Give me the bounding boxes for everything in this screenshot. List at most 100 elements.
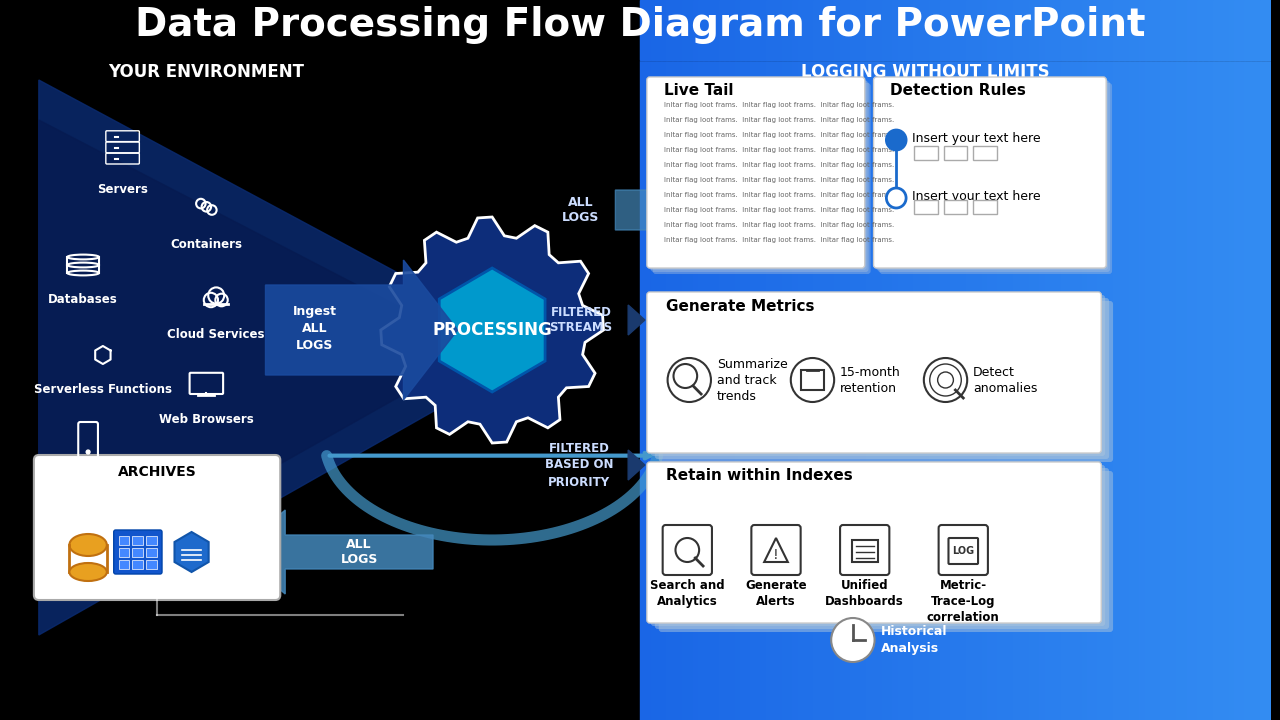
Bar bbox=[850, 0, 856, 60]
Bar bbox=[692, 0, 699, 720]
Bar bbox=[132, 548, 143, 557]
Bar bbox=[882, 0, 888, 720]
Bar bbox=[119, 536, 129, 545]
Bar bbox=[1254, 0, 1261, 720]
Bar bbox=[1071, 0, 1078, 60]
Text: lnltar flag loot frams.  lnltar flag loot frams.  lnltar flag loot frams.: lnltar flag loot frams. lnltar flag loot… bbox=[663, 117, 893, 123]
Bar bbox=[829, 0, 836, 60]
Bar bbox=[867, 0, 872, 60]
Bar bbox=[146, 548, 157, 557]
Bar bbox=[908, 0, 914, 60]
Bar bbox=[1176, 0, 1183, 720]
Text: Generate
Alerts: Generate Alerts bbox=[745, 579, 806, 608]
Bar bbox=[1234, 0, 1240, 60]
Bar bbox=[1129, 0, 1135, 60]
Bar bbox=[982, 0, 988, 720]
Ellipse shape bbox=[69, 534, 106, 556]
Bar bbox=[945, 0, 951, 720]
Bar bbox=[782, 0, 788, 720]
Bar bbox=[850, 0, 856, 720]
Bar bbox=[1019, 0, 1025, 60]
Bar bbox=[767, 0, 772, 60]
Text: ALL
LOGS: ALL LOGS bbox=[562, 196, 599, 224]
Bar bbox=[1192, 0, 1198, 60]
Text: Serverless Functions: Serverless Functions bbox=[33, 383, 172, 396]
Bar bbox=[698, 0, 704, 720]
Bar bbox=[908, 0, 914, 720]
Bar bbox=[9, 0, 1271, 60]
Bar bbox=[860, 0, 867, 720]
Text: Detect
anomalies: Detect anomalies bbox=[973, 366, 1038, 395]
FancyBboxPatch shape bbox=[878, 81, 1110, 272]
Bar bbox=[1213, 0, 1219, 720]
Bar bbox=[982, 0, 988, 60]
Circle shape bbox=[886, 130, 906, 150]
Bar bbox=[1029, 0, 1036, 60]
Bar bbox=[755, 0, 762, 720]
Bar bbox=[745, 0, 751, 60]
Text: Retain within Indexes: Retain within Indexes bbox=[666, 469, 852, 484]
Bar bbox=[687, 0, 694, 720]
Bar bbox=[972, 0, 978, 720]
Bar bbox=[677, 0, 684, 60]
Bar bbox=[672, 0, 678, 720]
Bar bbox=[655, 0, 662, 720]
Bar bbox=[640, 0, 646, 720]
Bar bbox=[914, 200, 938, 214]
Bar bbox=[1244, 0, 1251, 60]
Bar bbox=[119, 548, 129, 557]
Bar bbox=[1119, 0, 1125, 60]
Text: Insert your text here: Insert your text here bbox=[913, 132, 1041, 145]
Polygon shape bbox=[38, 120, 483, 600]
Text: Ingest
ALL
LOGS: Ingest ALL LOGS bbox=[293, 305, 337, 351]
Bar bbox=[992, 0, 998, 60]
FancyBboxPatch shape bbox=[876, 79, 1108, 270]
Bar bbox=[1161, 0, 1166, 60]
Text: lnltar flag loot frams.  lnltar flag loot frams.  lnltar flag loot frams.: lnltar flag loot frams. lnltar flag loot… bbox=[663, 177, 893, 183]
Text: ALL
LOGS: ALL LOGS bbox=[340, 538, 378, 566]
Bar bbox=[1219, 0, 1225, 720]
Text: FILTERED
STREAMS: FILTERED STREAMS bbox=[549, 306, 612, 334]
Bar bbox=[814, 0, 819, 60]
Bar bbox=[132, 536, 143, 545]
Bar bbox=[692, 0, 699, 60]
Text: Mobile: Mobile bbox=[67, 468, 110, 481]
Bar bbox=[760, 0, 767, 60]
Bar bbox=[1055, 0, 1061, 60]
Bar bbox=[1266, 0, 1272, 60]
Bar bbox=[835, 0, 841, 720]
Bar bbox=[1161, 0, 1166, 720]
Bar bbox=[934, 0, 941, 720]
Bar bbox=[1224, 0, 1230, 720]
FancyBboxPatch shape bbox=[650, 81, 869, 272]
Bar bbox=[1039, 0, 1046, 720]
Bar bbox=[719, 0, 724, 720]
Bar bbox=[1107, 0, 1114, 60]
Bar bbox=[934, 0, 941, 60]
Bar bbox=[1261, 0, 1266, 60]
Bar bbox=[724, 0, 731, 60]
Text: Summarize
and track
trends: Summarize and track trends bbox=[717, 358, 787, 402]
Bar bbox=[919, 0, 925, 60]
Bar bbox=[740, 0, 746, 720]
Bar bbox=[1197, 0, 1203, 720]
Bar bbox=[887, 0, 893, 720]
Bar bbox=[660, 0, 667, 60]
Bar bbox=[1192, 0, 1198, 720]
Bar bbox=[650, 0, 657, 720]
Bar bbox=[902, 0, 909, 60]
Bar bbox=[132, 560, 143, 569]
Text: Servers: Servers bbox=[97, 183, 148, 196]
Bar bbox=[655, 0, 662, 60]
Bar bbox=[1171, 0, 1178, 720]
Bar bbox=[987, 0, 993, 720]
Bar bbox=[713, 0, 719, 720]
Bar bbox=[919, 0, 925, 720]
Bar bbox=[1034, 0, 1041, 60]
Bar bbox=[724, 0, 731, 720]
Bar bbox=[1244, 0, 1251, 720]
Bar bbox=[1224, 0, 1230, 60]
Bar bbox=[960, 0, 966, 720]
Bar bbox=[1097, 0, 1103, 720]
Polygon shape bbox=[38, 80, 541, 635]
